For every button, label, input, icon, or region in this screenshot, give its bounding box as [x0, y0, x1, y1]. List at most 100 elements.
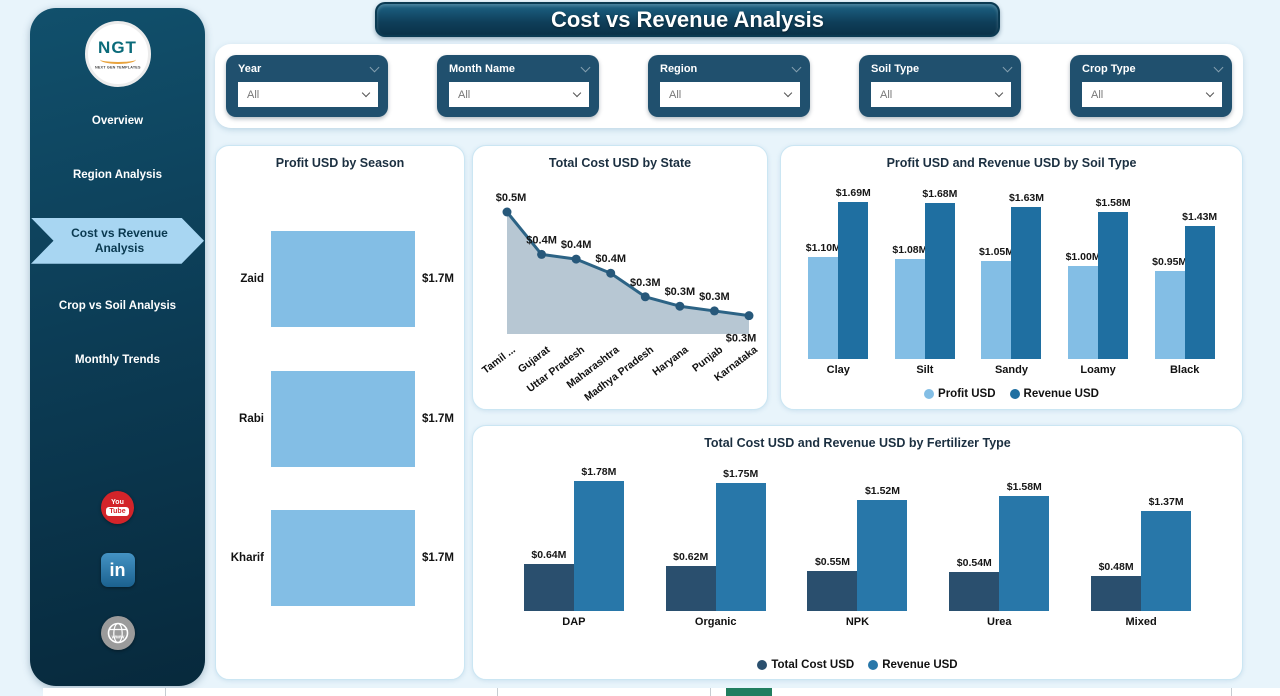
bottom-strip-green-cell [726, 688, 772, 696]
filter-crop-type-dropdown[interactable]: All [1082, 82, 1222, 107]
bar-total-cost-usd-dap[interactable] [523, 564, 574, 611]
bar-kharif[interactable] [270, 510, 416, 606]
page-title-text: Cost vs Revenue Analysis [550, 6, 825, 32]
legend-item-revenue-usd[interactable]: Revenue USD [1009, 388, 1099, 400]
bar-rabi[interactable] [270, 370, 416, 467]
website-globe-icon[interactable]: www [100, 616, 135, 650]
sidebar-item-region-analysis[interactable]: Region Analysis [72, 169, 163, 182]
chevron-down-icon[interactable] [791, 62, 802, 72]
bar-profit-usd-clay[interactable] [808, 257, 839, 359]
bar-revenue-usd-mixed[interactable] [1141, 511, 1192, 611]
filter-selected-value: All [458, 88, 471, 101]
bar-group-loamy: $1.00M $1.58M Loamy [1065, 185, 1131, 376]
bar-group-urea: $0.54M $1.58M Urea [949, 463, 1050, 628]
value-label: $1.43M [1182, 211, 1218, 223]
youtube-icon[interactable]: You Tube [101, 491, 134, 524]
filter-year-dropdown[interactable]: All [238, 82, 378, 107]
bar-revenue-usd-clay[interactable] [838, 202, 869, 359]
sidebar-item-monthly-trends[interactable]: Monthly Trends [75, 354, 160, 367]
chart-title: Total Cost USD by State [548, 156, 692, 170]
filter-region-dropdown[interactable]: All [660, 82, 800, 107]
sidebar-item-overview[interactable]: Overview [91, 115, 144, 127]
linkedin-icon[interactable]: in [100, 553, 135, 587]
legend-item-profit-usd[interactable]: Profit USD [924, 388, 996, 400]
value-label: $1.7M [422, 412, 454, 425]
bar-column: $1.78M [573, 466, 624, 611]
legend-dot [868, 660, 879, 670]
category-label: Black [1169, 364, 1200, 376]
linkedin-label: in [109, 559, 126, 580]
data-point-maharashtra[interactable] [606, 268, 616, 278]
value-label: $0.95M [1152, 256, 1188, 268]
bar-total-cost-usd-organic[interactable] [665, 566, 716, 611]
bar-revenue-usd-black[interactable] [1184, 226, 1215, 359]
category-label: Urea [987, 616, 1012, 628]
chevron-down-icon [994, 88, 1004, 97]
bar-column: $1.69M [835, 187, 871, 359]
category-label: Haryana [650, 344, 690, 379]
value-label: $0.62M [673, 551, 709, 563]
bar-pair: $1.08M $1.68M [892, 185, 957, 359]
data-point-haryana[interactable] [675, 301, 685, 311]
bar-revenue-usd-urea[interactable] [999, 496, 1050, 611]
value-label: $1.00M [1065, 251, 1101, 263]
filter-label: Soil Type [871, 63, 920, 75]
chevron-down-icon[interactable] [1213, 62, 1224, 72]
bar-group-organic: $0.62M $1.75M Organic [665, 463, 766, 628]
sidebar-item-cost-vs-revenue-analysis[interactable]: Cost vs Revenue Analysis [31, 217, 204, 264]
filter-selected-value: All [247, 88, 260, 101]
data-point-karnataka[interactable] [744, 311, 754, 321]
filter-month-name-dropdown[interactable]: All [449, 82, 589, 107]
bar-group-black: $0.95M $1.43M Black [1152, 185, 1218, 376]
bar-revenue-usd-loamy[interactable] [1098, 212, 1129, 359]
value-label: $1.7M [422, 273, 454, 285]
bar-group-clay: $1.10M $1.69M Clay [805, 185, 871, 376]
bar-total-cost-usd-urea[interactable] [949, 572, 1000, 611]
bar-revenue-usd-dap[interactable] [573, 481, 624, 611]
legend-label: Total Cost USD [771, 659, 855, 671]
bar-column: $1.58M [1096, 197, 1131, 359]
bar-column: $0.62M [665, 551, 716, 611]
season-bar-plot: Zaid $1.7M Rabi $1.7M Kharif $1.7M [226, 231, 454, 606]
bar-group-npk: $0.55M $1.52M NPK [807, 463, 908, 628]
value-label: $0.3M [630, 277, 661, 289]
bar-profit-usd-loamy[interactable] [1068, 266, 1099, 359]
bar-revenue-usd-sandy[interactable] [1011, 207, 1042, 359]
filter-header: Soil Type [871, 62, 1013, 75]
legend-item-revenue-usd[interactable]: Revenue USD [868, 659, 958, 671]
chevron-down-icon[interactable] [580, 62, 591, 72]
bar-total-cost-usd-mixed[interactable] [1091, 576, 1142, 611]
data-point-gujarat[interactable] [537, 249, 547, 259]
category-label: Loamy [1080, 364, 1116, 376]
bar-column: $0.48M [1091, 561, 1142, 611]
bar-group-mixed: $0.48M $1.37M Mixed [1091, 463, 1192, 628]
legend-label: Profit USD [938, 388, 996, 400]
season-bar-row: Kharif $1.7M [226, 510, 454, 606]
legend-item-total-cost-usd[interactable]: Total Cost USD [757, 659, 854, 671]
page-title: Cost vs Revenue Analysis [375, 2, 1000, 37]
data-point-madhya-pradesh[interactable] [640, 292, 650, 302]
bar-revenue-usd-npk[interactable] [857, 500, 908, 611]
data-point-uttar-pradesh[interactable] [571, 254, 581, 264]
value-label: $1.69M [835, 187, 871, 199]
filter-selected-value: All [1091, 88, 1104, 101]
chevron-down-icon[interactable] [1002, 62, 1013, 72]
bar-zaid[interactable] [270, 231, 416, 327]
bar-profit-usd-black[interactable] [1154, 271, 1185, 359]
bar-revenue-usd-silt[interactable] [924, 203, 955, 359]
data-point-tamil[interactable] [502, 207, 512, 217]
filter-label: Month Name [449, 63, 515, 75]
data-point-punjab[interactable] [709, 306, 719, 316]
bar-revenue-usd-organic[interactable] [715, 483, 766, 611]
chevron-down-icon[interactable] [369, 62, 380, 72]
chart-title: Total Cost USD and Revenue USD by Fertil… [704, 436, 1011, 450]
bar-profit-usd-silt[interactable] [894, 259, 925, 359]
bar-column: $1.37M [1141, 496, 1192, 611]
filter-soil-type-dropdown[interactable]: All [871, 82, 1011, 107]
value-label: $1.10M [805, 242, 841, 254]
sidebar-item-crop-vs-soil-analysis[interactable]: Crop vs Soil Analysis [58, 299, 177, 312]
bar-total-cost-usd-npk[interactable] [807, 571, 858, 611]
bar-profit-usd-sandy[interactable] [981, 261, 1012, 359]
bottom-strip-separator [710, 688, 711, 696]
filter-header: Region [660, 62, 802, 75]
